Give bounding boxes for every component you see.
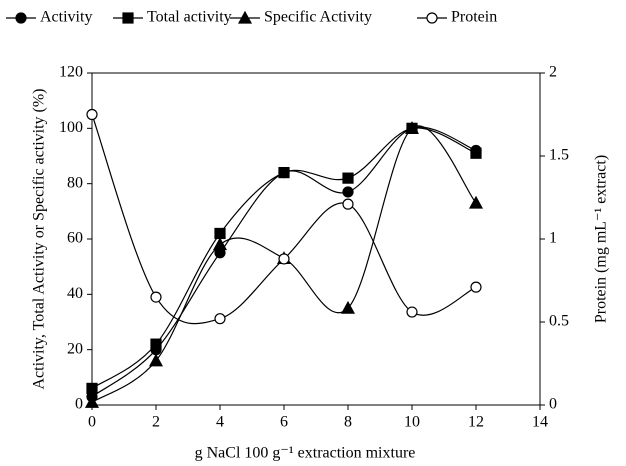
legend-label: Total activity	[147, 9, 232, 26]
x-tick-label: 0	[88, 414, 96, 431]
y2-tick-label: 1	[549, 230, 557, 247]
x-tick-label: 4	[216, 414, 224, 431]
legend-label: Activity	[40, 9, 92, 26]
y2-tick-label: 0.5	[549, 313, 569, 330]
x-tick-label: 8	[344, 414, 352, 431]
y2-tick-label: 0	[549, 396, 557, 413]
data-point	[342, 198, 354, 210]
x-tick-label: 6	[280, 414, 288, 431]
x-axis-label: g NaCl 100 g⁻¹ extraction mixture	[195, 445, 416, 462]
y-tick-label: 60	[67, 230, 83, 247]
y-tick-label: 20	[67, 340, 83, 357]
data-point	[342, 186, 354, 198]
data-point	[278, 167, 290, 179]
data-point	[342, 172, 354, 184]
y-tick-label: 120	[59, 64, 83, 81]
y-tick-label: 40	[67, 285, 83, 302]
legend-marker	[15, 12, 27, 24]
data-point	[84, 394, 100, 408]
legend-label: Protein	[451, 9, 497, 26]
legend-marker	[122, 12, 134, 24]
data-point	[150, 338, 162, 350]
data-point	[86, 108, 98, 121]
x-tick-label: 2	[152, 414, 160, 431]
x-tick-label: 14	[532, 414, 548, 431]
plot-frame	[91, 72, 541, 406]
legend-marker	[237, 10, 253, 24]
y2-tick-label: 2	[549, 64, 557, 81]
y-tick-label: 100	[59, 119, 83, 136]
legend-label: Specific Activity	[264, 9, 372, 26]
data-point	[214, 313, 226, 325]
data-point	[148, 353, 164, 367]
data-point	[86, 382, 98, 394]
data-point	[212, 237, 228, 251]
y-tick-label: 80	[67, 174, 83, 191]
y2-tick-label: 1.5	[549, 147, 569, 164]
data-point	[406, 306, 418, 318]
data-point	[150, 291, 162, 303]
y2-axis-label: Protein (mg mL⁻¹ extract)	[593, 155, 610, 323]
y-axis-label: Activity, Total Activity or Specific act…	[31, 88, 48, 389]
y-tick-label: 0	[75, 396, 83, 413]
legend-marker	[426, 12, 438, 24]
data-point	[340, 300, 356, 314]
x-tick-label: 12	[468, 414, 484, 431]
data-point	[470, 281, 482, 293]
data-point	[214, 227, 226, 240]
series-line	[91, 114, 477, 325]
data-point	[278, 253, 290, 265]
data-point	[470, 147, 482, 159]
data-point	[404, 121, 420, 134]
data-point	[468, 195, 484, 209]
x-tick-label: 10	[404, 414, 420, 431]
